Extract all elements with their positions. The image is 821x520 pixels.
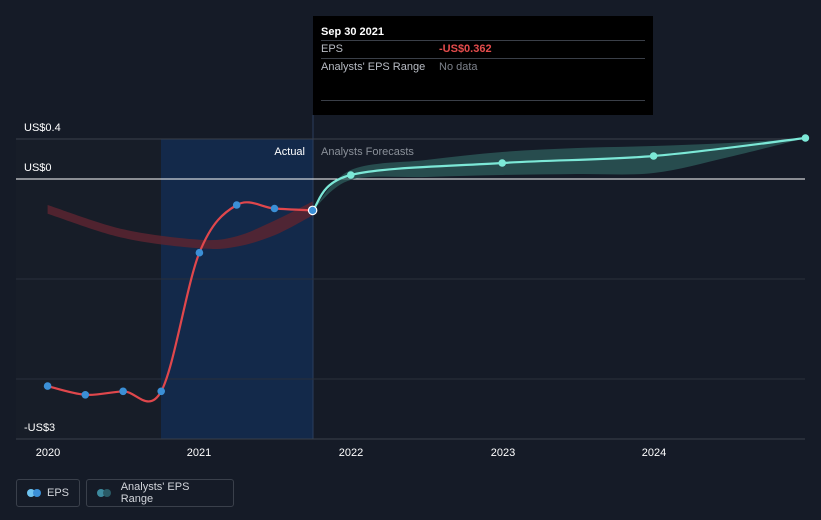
eps-point[interactable]	[270, 204, 279, 213]
y-tick-top: US$0.4	[24, 122, 61, 134]
forecast-point[interactable]	[801, 134, 810, 142]
tooltip-eps-value: -US$0.362	[439, 43, 492, 55]
actual-highlight-region	[161, 139, 313, 439]
range-legend-icon	[97, 489, 113, 497]
eps-point[interactable]	[81, 391, 90, 399]
tooltip-divider	[321, 100, 645, 101]
tooltip-range-label: Analysts' EPS Range	[321, 61, 426, 73]
eps-point[interactable]	[195, 248, 204, 257]
legend-range-button[interactable]: Analysts' EPS Range	[86, 479, 234, 507]
eps-point[interactable]	[232, 201, 241, 209]
y-tick-bottom: -US$3	[24, 422, 55, 434]
forecast-point[interactable]	[649, 152, 658, 160]
actual-region-label: Actual	[274, 146, 305, 158]
eps-point[interactable]	[307, 205, 318, 216]
eps-legend-icon	[27, 489, 41, 497]
tooltip-eps-label: EPS	[321, 43, 344, 55]
forecast-region-label: Analysts Forecasts	[321, 146, 414, 158]
forecast-point[interactable]	[498, 159, 507, 167]
analyst-range-past-band	[47, 201, 313, 250]
tooltip-date: Sep 30 2021	[321, 26, 384, 38]
tooltip-row-range: Analysts' EPS Range No data	[321, 58, 645, 76]
eps-point[interactable]	[43, 382, 52, 390]
analyst-range-forecast-band	[312, 138, 806, 211]
y-tick-zero: US$0	[24, 162, 52, 174]
legend-range-label: Analysts' EPS Range	[120, 481, 190, 505]
eps-point[interactable]	[157, 387, 165, 396]
forecast-point[interactable]	[347, 171, 355, 179]
eps-points	[43, 201, 318, 399]
legend-eps-label: EPS	[46, 487, 69, 499]
past-region-shade-dark	[16, 139, 161, 439]
x-tick-2023: 2023	[491, 447, 515, 459]
eps-point[interactable]	[119, 387, 127, 396]
x-tick-2024: 2024	[642, 447, 666, 459]
x-tick-2022: 2022	[339, 447, 363, 459]
tooltip-range-value: No data	[439, 61, 478, 73]
x-tick-2020: 2020	[36, 447, 60, 459]
forecast-points	[347, 134, 810, 179]
tooltip-row-eps: EPS -US$0.362	[321, 40, 645, 58]
legend-eps-button[interactable]: EPS	[16, 479, 80, 507]
eps-series-line	[47, 201, 313, 403]
x-tick-2021: 2021	[187, 447, 211, 459]
hover-tooltip: Sep 30 2021 EPS -US$0.362 Analysts' EPS …	[313, 16, 653, 115]
